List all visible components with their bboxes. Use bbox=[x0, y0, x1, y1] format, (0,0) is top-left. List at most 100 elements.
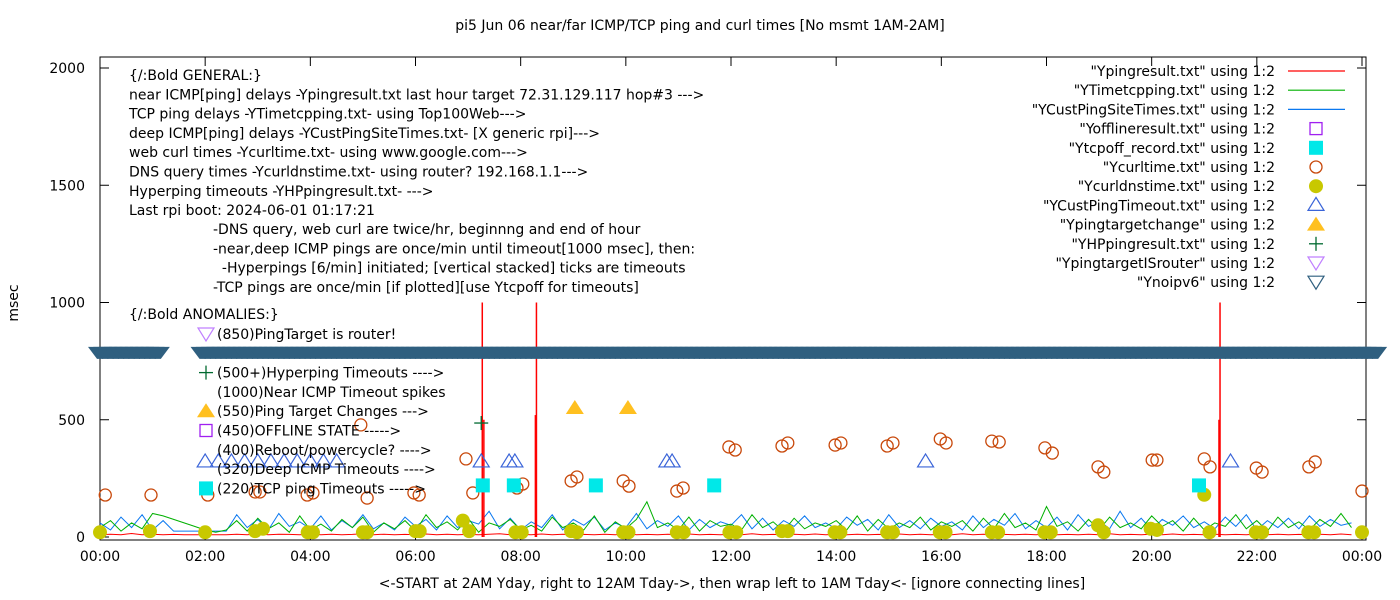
deep-icmp-timeout-point bbox=[274, 452, 294, 468]
deep-icmp-timeout-point bbox=[657, 452, 676, 468]
triangle-mark bbox=[618, 400, 637, 415]
down-triangle-mark bbox=[196, 327, 216, 343]
general-note: Last rpi boot: 2024-06-01 01:17:21 bbox=[129, 203, 375, 219]
dot-mark bbox=[1307, 525, 1322, 540]
curl-time-point bbox=[985, 434, 999, 448]
curl-time-point bbox=[360, 491, 374, 505]
dot-mark bbox=[1149, 522, 1164, 537]
curl-time-point bbox=[466, 486, 480, 500]
circle-mark bbox=[354, 418, 368, 432]
general-note-indented: -TCP pings are once/min [if plotted][use… bbox=[213, 280, 639, 296]
x-tick-label: 18:00 bbox=[1026, 549, 1066, 565]
curl-time-point bbox=[992, 435, 1006, 449]
curl-time-point bbox=[300, 488, 314, 502]
general-note: {/:Bold GENERAL:} bbox=[129, 68, 262, 84]
x-tick-label: 22:00 bbox=[1237, 549, 1277, 565]
circle-mark bbox=[676, 481, 690, 495]
general-note-indented: -Hyperpings [6/min] initiated; [vertical… bbox=[213, 261, 686, 277]
general-note: Hyperping timeouts -YHPpingresult.txt- -… bbox=[129, 184, 434, 200]
curl-time-point bbox=[1197, 452, 1211, 466]
circle-mark bbox=[1309, 160, 1323, 174]
anomaly-key-marker bbox=[199, 481, 213, 496]
marker-layer bbox=[93, 400, 1369, 540]
legend-label: "Ypingresult.txt" using 1:2 bbox=[1090, 64, 1275, 80]
dot-mark bbox=[198, 525, 213, 540]
dns-time-point bbox=[1043, 525, 1058, 540]
circle-mark bbox=[360, 491, 374, 505]
dot-mark bbox=[1096, 525, 1111, 540]
deep-icmp-timeout-point bbox=[314, 452, 333, 468]
circle-mark bbox=[1145, 453, 1159, 467]
curl-time-point bbox=[253, 485, 267, 499]
anomalies-title: {/:Bold ANOMALIES:} bbox=[129, 307, 279, 323]
y-tick-label: 1000 bbox=[49, 296, 85, 312]
circle-mark bbox=[1045, 446, 1059, 460]
dns-time-point bbox=[462, 524, 477, 539]
circle-mark bbox=[670, 484, 684, 498]
tcp-timeout-point bbox=[1191, 478, 1206, 493]
legend-label: "Ycurltime.txt" using 1:2 bbox=[1103, 160, 1275, 176]
dot-mark bbox=[360, 525, 375, 540]
triangle-mark bbox=[916, 452, 935, 468]
dns-time-point bbox=[93, 525, 107, 540]
dot-mark bbox=[938, 525, 953, 540]
dns-time-point bbox=[729, 525, 744, 540]
deep-icmp-timeout-point bbox=[472, 452, 491, 468]
tcp-timeout-point bbox=[707, 478, 722, 493]
dns-time-point bbox=[1202, 525, 1217, 540]
anomaly-note: (400)Reboot/powercycle? ----> bbox=[217, 443, 432, 459]
dot-mark bbox=[256, 521, 271, 536]
x-tick-label: 14:00 bbox=[816, 549, 856, 565]
y-tick-label: 500 bbox=[58, 413, 85, 429]
dot-mark bbox=[1202, 525, 1217, 540]
triangle-mark bbox=[197, 403, 215, 418]
dns-time-point bbox=[569, 525, 584, 540]
deep-icmp-timeout-point bbox=[916, 452, 935, 468]
dns-time-point bbox=[780, 524, 795, 539]
legend-label: "YCustPingSiteTimes.txt" using 1:2 bbox=[1032, 102, 1275, 118]
curl-time-point bbox=[570, 470, 584, 484]
curl-time-point bbox=[781, 436, 795, 450]
circle-mark bbox=[834, 436, 848, 450]
deep-icmp-timeout-point bbox=[1221, 452, 1240, 468]
circle-mark bbox=[992, 435, 1006, 449]
square-mark bbox=[1191, 478, 1206, 493]
square-mark bbox=[588, 478, 603, 493]
curl-time-point bbox=[1355, 484, 1369, 498]
legend-marker-sample bbox=[1306, 275, 1326, 291]
curl-time-point bbox=[459, 452, 473, 466]
dot-mark bbox=[142, 524, 157, 539]
x-axis-label: <-START at 2AM Yday, right to 12AM Tday-… bbox=[379, 576, 1085, 592]
circle-mark bbox=[253, 485, 267, 499]
x-tick-label: 12:00 bbox=[711, 549, 751, 565]
dot-mark bbox=[93, 525, 107, 540]
curl-time-point bbox=[1308, 455, 1322, 469]
x-tick-label: 08:00 bbox=[500, 549, 540, 565]
curl-time-point bbox=[1255, 465, 1269, 479]
x-tick-label: 04:00 bbox=[290, 549, 330, 565]
dns-time-point bbox=[198, 525, 213, 540]
triangle-mark bbox=[1307, 216, 1325, 231]
triangle-mark bbox=[505, 452, 524, 468]
general-note: deep ICMP[ping] delays -YCustPingSiteTim… bbox=[129, 126, 600, 142]
curl-time-point bbox=[676, 481, 690, 495]
y-tick-label: 1500 bbox=[49, 178, 85, 194]
deep-icmp-timeout-point bbox=[209, 452, 228, 468]
deep-icmp-timeout-point bbox=[500, 452, 519, 468]
no-ipv6-point bbox=[1363, 346, 1388, 359]
deep-icmp-timeout-point bbox=[288, 452, 307, 468]
dns-time-point bbox=[1355, 525, 1369, 540]
deep-icmp-timeout-point bbox=[327, 452, 346, 468]
dns-time-point bbox=[991, 525, 1006, 540]
dns-time-point bbox=[833, 525, 848, 540]
triangle-mark bbox=[1306, 196, 1326, 211]
x-tick-label: 00:00 bbox=[1342, 549, 1382, 565]
dns-time-point bbox=[1307, 525, 1322, 540]
deep-icmp-timeout-point bbox=[248, 452, 267, 468]
anomaly-note: (850)PingTarget is router! bbox=[217, 327, 396, 343]
triangle-mark bbox=[472, 452, 491, 468]
circle-mark bbox=[781, 436, 795, 450]
dns-time-point bbox=[514, 525, 529, 540]
circle-mark bbox=[728, 443, 742, 457]
circle-mark bbox=[570, 470, 584, 484]
